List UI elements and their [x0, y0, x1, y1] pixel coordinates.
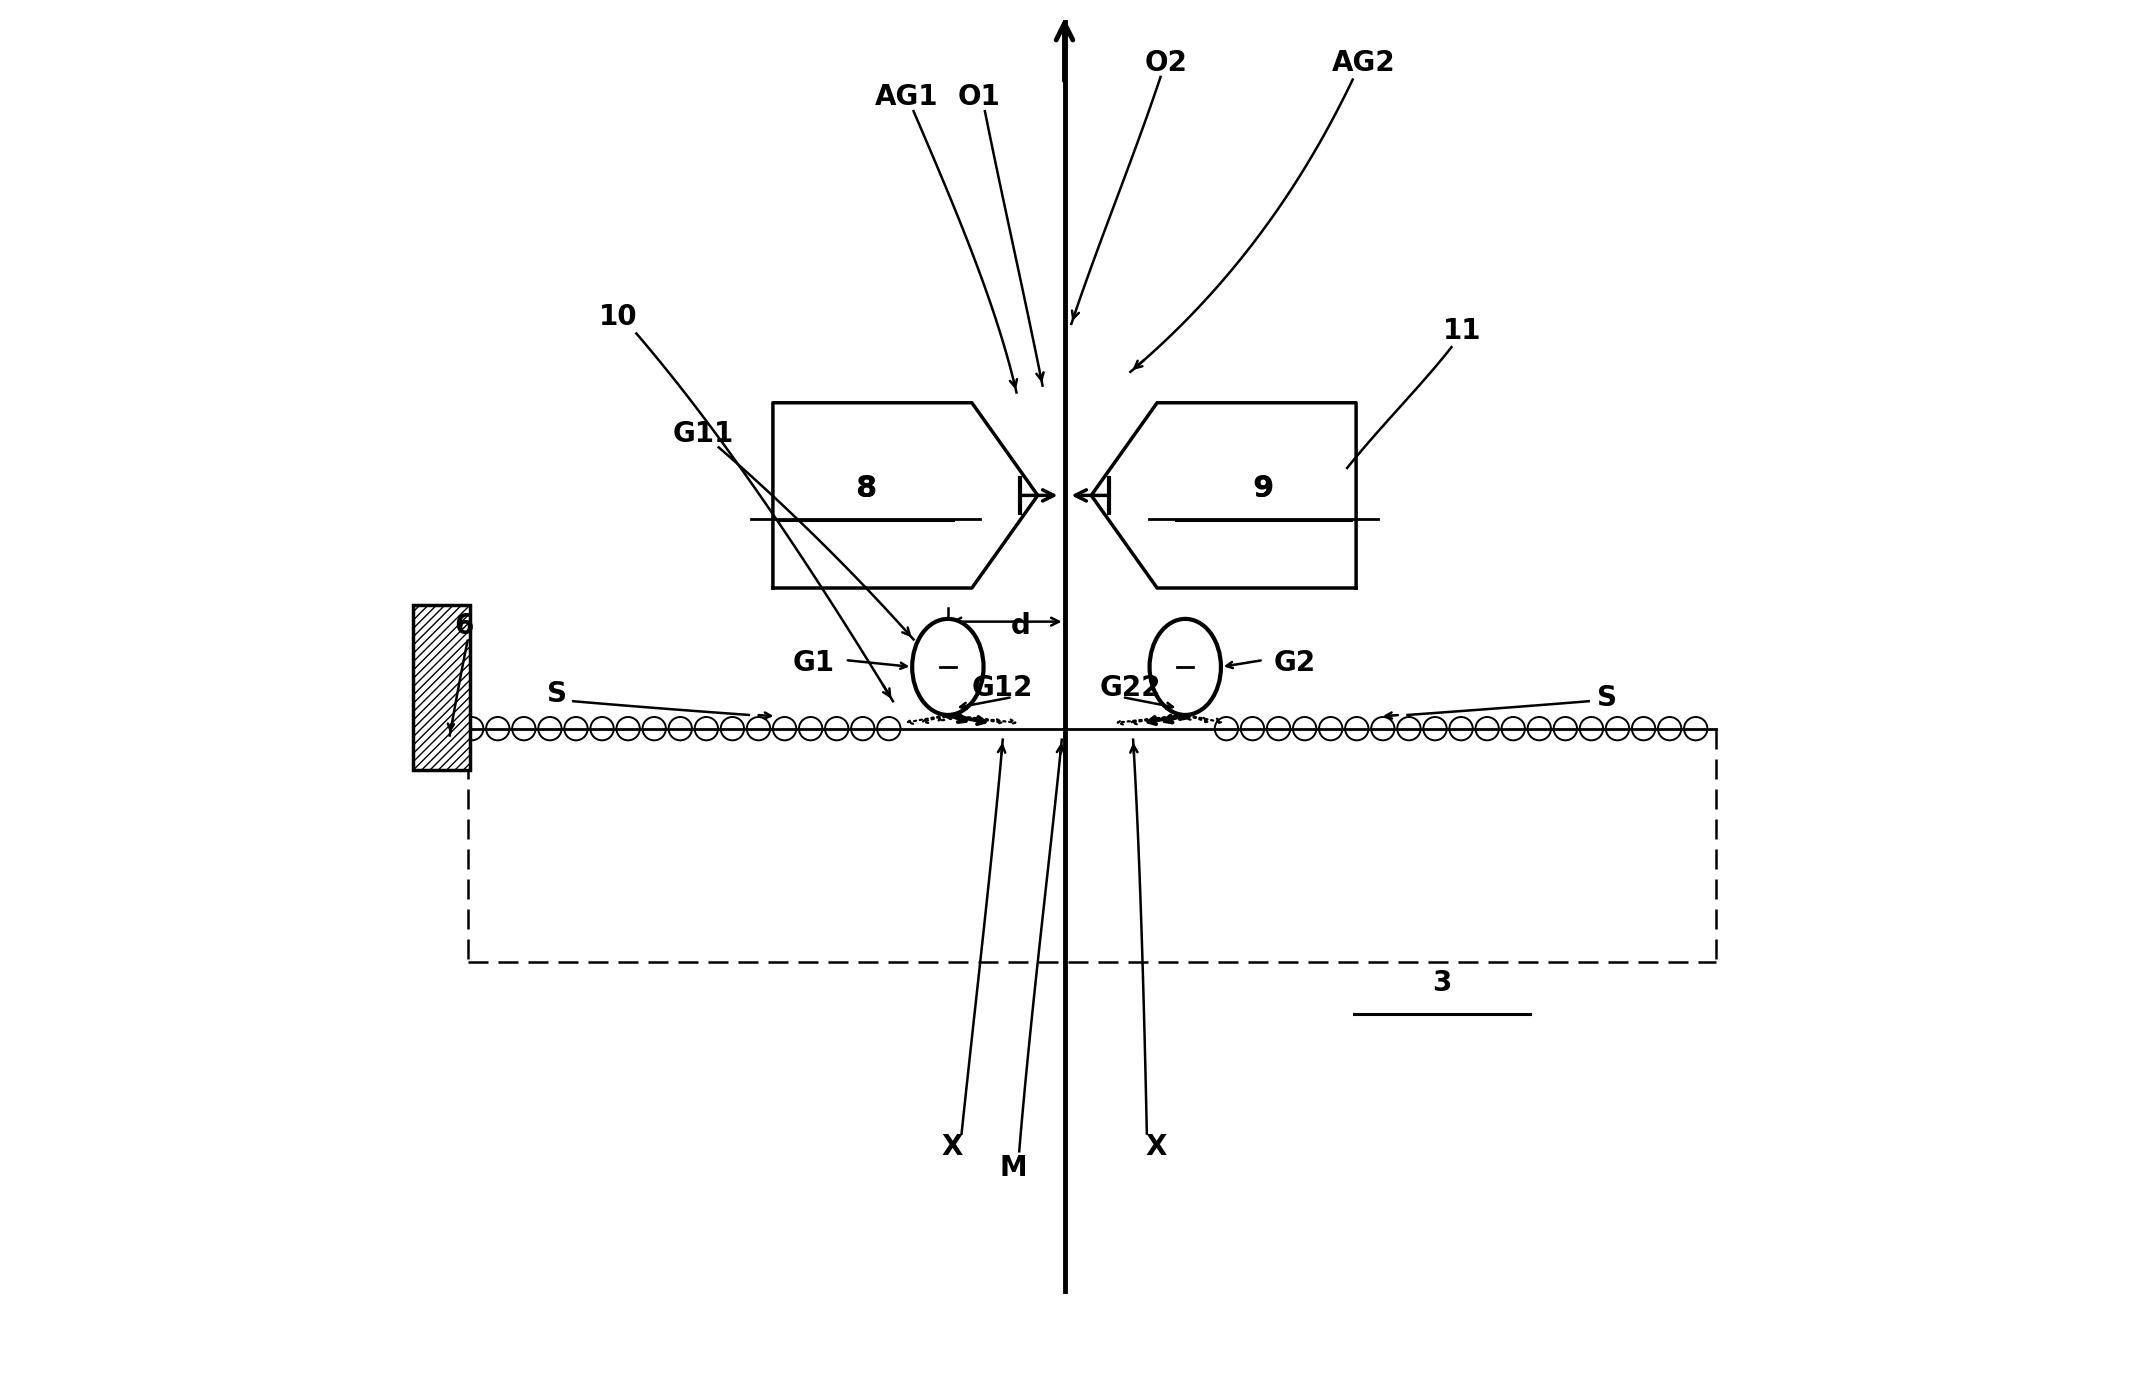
Text: 9: 9: [1254, 474, 1273, 502]
Text: S: S: [1597, 685, 1616, 712]
Bar: [413, 605, 471, 770]
Ellipse shape: [911, 619, 984, 715]
Text: G12: G12: [973, 674, 1033, 701]
Text: 11: 11: [1443, 316, 1482, 345]
Text: O2: O2: [1145, 49, 1188, 77]
Text: S: S: [547, 681, 566, 708]
Ellipse shape: [1150, 619, 1220, 715]
Text: G22: G22: [1099, 674, 1160, 701]
Text: d: d: [1011, 612, 1030, 639]
Text: 6: 6: [453, 612, 473, 639]
Text: G11: G11: [673, 419, 735, 448]
Text: 9: 9: [1252, 474, 1273, 503]
Text: 8: 8: [856, 474, 875, 502]
Text: 8: 8: [856, 474, 877, 503]
Text: AG2: AG2: [1333, 49, 1394, 77]
Bar: [413, 605, 471, 770]
Text: G2: G2: [1273, 649, 1316, 676]
Text: X: X: [1145, 1133, 1167, 1162]
Text: M: M: [1001, 1154, 1028, 1181]
Text: G1: G1: [792, 649, 835, 676]
Text: O1: O1: [958, 84, 1001, 111]
Text: X: X: [941, 1133, 962, 1162]
Text: 10: 10: [598, 302, 639, 331]
Text: 3: 3: [1433, 968, 1452, 997]
Text: AG1: AG1: [875, 84, 939, 111]
